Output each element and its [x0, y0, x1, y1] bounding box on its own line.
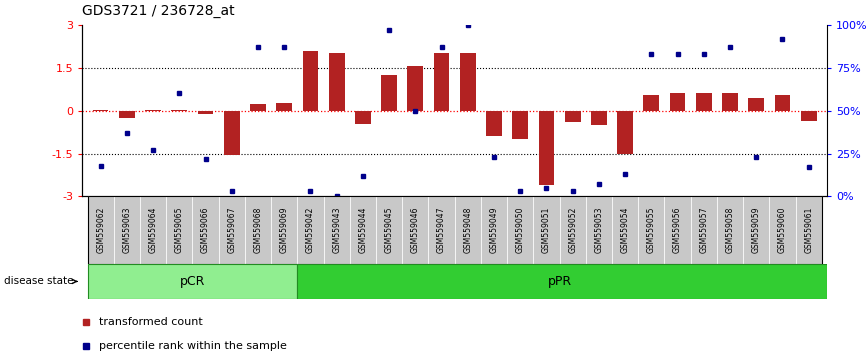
Bar — [113, 196, 140, 264]
Bar — [743, 196, 769, 264]
Text: GSM559060: GSM559060 — [778, 207, 787, 253]
Text: GSM559046: GSM559046 — [410, 207, 420, 253]
Bar — [271, 196, 297, 264]
Text: transformed count: transformed count — [99, 317, 203, 327]
Bar — [774, 95, 791, 110]
Bar — [591, 110, 607, 125]
Text: GSM559050: GSM559050 — [516, 207, 525, 253]
Text: GSM559067: GSM559067 — [227, 207, 236, 253]
Bar — [297, 264, 827, 299]
Bar — [691, 196, 717, 264]
Bar — [381, 75, 397, 110]
Bar — [407, 66, 423, 110]
Bar — [87, 196, 113, 264]
Bar — [192, 196, 218, 264]
Text: GSM559056: GSM559056 — [673, 207, 682, 253]
Bar — [276, 103, 292, 110]
Bar — [250, 104, 266, 110]
Text: GSM559066: GSM559066 — [201, 207, 210, 253]
Bar — [796, 196, 822, 264]
Text: GSM559053: GSM559053 — [594, 207, 604, 253]
Text: GSM559042: GSM559042 — [306, 207, 315, 253]
Text: GSM559051: GSM559051 — [542, 207, 551, 253]
Bar — [559, 196, 585, 264]
Bar — [769, 196, 796, 264]
Bar — [669, 93, 685, 110]
Bar — [664, 196, 691, 264]
Bar — [87, 264, 297, 299]
Text: GSM559068: GSM559068 — [254, 207, 262, 253]
Text: GSM559065: GSM559065 — [175, 207, 184, 253]
Bar — [533, 196, 559, 264]
Text: GSM559063: GSM559063 — [122, 207, 132, 253]
Bar — [376, 196, 402, 264]
Text: GSM559055: GSM559055 — [647, 207, 656, 253]
Text: pPR: pPR — [547, 275, 572, 288]
Bar — [324, 196, 350, 264]
Bar — [402, 196, 429, 264]
Text: GSM559059: GSM559059 — [752, 207, 760, 253]
Text: GSM559045: GSM559045 — [385, 207, 393, 253]
Bar — [350, 196, 376, 264]
Bar — [801, 110, 817, 121]
Bar — [355, 110, 371, 124]
Bar — [245, 196, 271, 264]
Text: percentile rank within the sample: percentile rank within the sample — [99, 341, 287, 351]
Bar — [539, 110, 554, 185]
Bar — [717, 196, 743, 264]
Bar — [197, 110, 213, 114]
Bar — [722, 93, 738, 110]
Bar — [302, 51, 319, 110]
Bar — [429, 196, 455, 264]
Text: GSM559061: GSM559061 — [805, 207, 813, 253]
Bar — [585, 196, 612, 264]
Bar — [617, 110, 633, 154]
Bar — [486, 110, 502, 136]
Text: GSM559049: GSM559049 — [489, 207, 499, 253]
Bar — [218, 196, 245, 264]
Text: GSM559052: GSM559052 — [568, 207, 577, 253]
Text: GSM559062: GSM559062 — [96, 207, 105, 253]
Bar — [140, 196, 166, 264]
Text: GSM559064: GSM559064 — [149, 207, 158, 253]
Bar — [481, 196, 507, 264]
Bar — [612, 196, 638, 264]
Text: GSM559044: GSM559044 — [359, 207, 367, 253]
Text: disease state: disease state — [4, 276, 77, 286]
Bar — [460, 53, 475, 110]
Text: GSM559047: GSM559047 — [437, 207, 446, 253]
Bar — [166, 196, 192, 264]
Text: GSM559058: GSM559058 — [726, 207, 734, 253]
Bar — [507, 196, 533, 264]
Bar — [224, 110, 240, 155]
Bar — [455, 196, 481, 264]
Bar — [329, 53, 345, 110]
Bar — [565, 110, 580, 122]
Text: GSM559048: GSM559048 — [463, 207, 472, 253]
Text: pCR: pCR — [180, 275, 205, 288]
Bar — [696, 93, 712, 110]
Bar — [748, 98, 764, 110]
Text: GSM559057: GSM559057 — [699, 207, 708, 253]
Text: GSM559043: GSM559043 — [333, 207, 341, 253]
Text: GSM559054: GSM559054 — [621, 207, 630, 253]
Bar — [643, 95, 659, 110]
Bar — [638, 196, 664, 264]
Bar — [297, 196, 324, 264]
Bar — [513, 110, 528, 139]
Bar — [119, 110, 135, 118]
Bar — [434, 53, 449, 110]
Text: GSM559069: GSM559069 — [280, 207, 288, 253]
Text: GDS3721 / 236728_at: GDS3721 / 236728_at — [82, 4, 235, 18]
